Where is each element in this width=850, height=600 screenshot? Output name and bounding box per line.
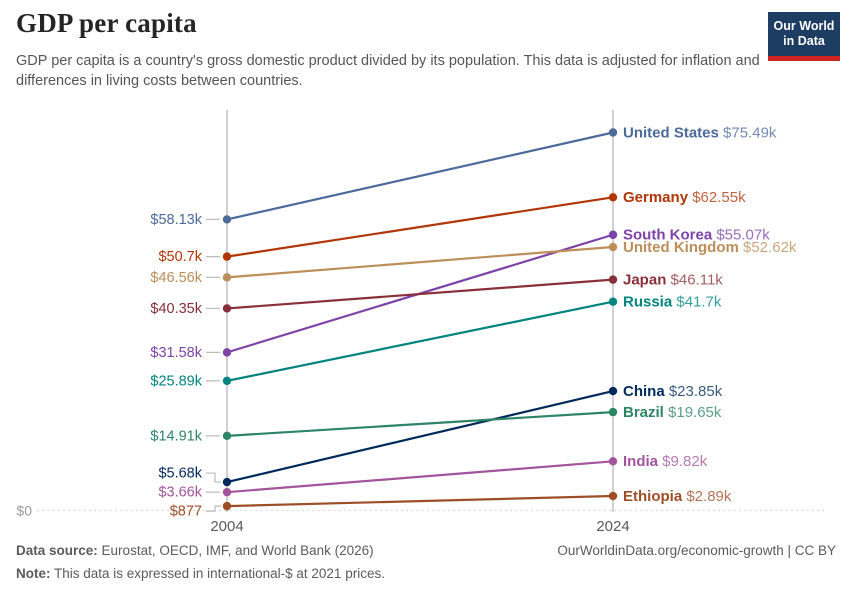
end-label-value-united-kingdom: $52.62k <box>743 239 797 256</box>
end-label-value-ethiopia: $2.89k <box>686 488 732 505</box>
footer-note-text: This data is expressed in international-… <box>54 566 385 581</box>
end-label-ethiopia[interactable]: Ethiopia $2.89k <box>623 488 732 505</box>
end-label-name-ethiopia[interactable]: Ethiopia <box>623 488 686 505</box>
x-tick-2004: 2004 <box>210 518 243 535</box>
end-label-value-germany: $62.55k <box>692 189 746 206</box>
footer-note: Note: This data is expressed in internat… <box>16 566 385 581</box>
end-dot-brazil[interactable] <box>608 407 618 417</box>
start-label-connector-ethiopia <box>206 505 221 512</box>
start-value-label-germany: $50.7k <box>158 249 202 265</box>
y-axis-zero-label: $0 <box>16 503 32 519</box>
start-dot-brazil[interactable] <box>222 431 232 441</box>
end-label-name-germany[interactable]: Germany <box>623 189 692 206</box>
end-label-russia[interactable]: Russia $41.7k <box>623 293 722 310</box>
start-value-label-ethiopia: $877 <box>170 504 202 520</box>
slope-line-germany[interactable] <box>226 196 614 258</box>
start-value-label-united-states: $58.13k <box>150 212 202 228</box>
start-dot-japan[interactable] <box>222 304 232 313</box>
end-label-germany[interactable]: Germany $62.55k <box>623 189 746 206</box>
end-label-brazil[interactable]: Brazil $19.65k <box>623 404 722 421</box>
footer-data-source-label: Data source: <box>16 543 98 558</box>
slope-line-united-kingdom[interactable] <box>226 245 614 279</box>
end-label-value-united-states: $75.49k <box>723 124 777 141</box>
end-dot-ethiopia[interactable] <box>608 491 618 501</box>
owid-logo: Our World in Data <box>768 12 840 61</box>
end-label-value-china: $23.85k <box>669 383 723 400</box>
end-label-japan[interactable]: Japan $46.11k <box>623 271 723 288</box>
end-dot-germany[interactable] <box>608 193 618 202</box>
end-label-name-china[interactable]: China <box>623 383 669 400</box>
start-dot-south-korea[interactable] <box>222 348 232 357</box>
slope-line-ethiopia[interactable] <box>226 494 614 508</box>
end-label-value-brazil: $19.65k <box>668 404 722 421</box>
start-dot-united-states[interactable] <box>222 215 232 224</box>
start-value-label-india: $3.66k <box>158 485 202 501</box>
end-dot-india[interactable] <box>608 457 618 466</box>
end-dot-south-korea[interactable] <box>608 230 618 239</box>
slope-line-china[interactable] <box>226 390 614 484</box>
start-value-label-china: $5.68k <box>158 466 202 482</box>
start-value-label-brazil: $14.91k <box>150 428 202 444</box>
start-dot-united-kingdom[interactable] <box>222 273 232 282</box>
x-tick-2024: 2024 <box>596 518 629 535</box>
end-dot-china[interactable] <box>608 386 618 396</box>
slope-line-russia[interactable] <box>226 300 614 382</box>
end-label-name-south-korea[interactable]: South Korea <box>623 227 716 244</box>
end-label-name-japan[interactable]: Japan <box>623 271 671 288</box>
page-title: GDP per capita <box>16 8 197 38</box>
chart-subtitle: GDP per capita is a country's gross dome… <box>16 53 760 89</box>
end-label-value-south-korea: $55.07k <box>716 227 770 244</box>
footer-data-source-text: Eurostat, OECD, IMF, and World Bank (202… <box>101 543 374 558</box>
owid-logo-line2: in Data <box>783 34 825 49</box>
owid-logo-line1: Our World <box>773 19 835 33</box>
end-label-south-korea[interactable]: South Korea $55.07k <box>623 227 770 244</box>
slope-line-india[interactable] <box>226 460 614 494</box>
start-value-label-south-korea: $31.58k <box>150 345 202 361</box>
start-dot-china[interactable] <box>222 477 232 487</box>
start-label-connector-china <box>206 472 221 483</box>
start-value-label-united-kingdom: $46.56k <box>150 270 202 286</box>
end-label-value-india: $9.82k <box>662 453 708 470</box>
slope-line-japan[interactable] <box>226 278 614 310</box>
end-label-name-united-kingdom[interactable]: United Kingdom <box>623 239 743 256</box>
footer-note-label: Note: <box>16 566 51 581</box>
start-dot-russia[interactable] <box>222 376 232 386</box>
end-dot-russia[interactable] <box>608 297 618 306</box>
footer-data-source: Data source: Eurostat, OECD, IMF, and Wo… <box>16 543 374 558</box>
end-dot-japan[interactable] <box>608 275 618 284</box>
end-label-name-brazil[interactable]: Brazil <box>623 404 668 421</box>
end-label-name-united-states[interactable]: United States <box>623 124 723 141</box>
end-label-united-kingdom[interactable]: United Kingdom $52.62k <box>623 239 797 256</box>
end-label-united-states[interactable]: United States $75.49k <box>623 124 777 141</box>
end-label-india[interactable]: India $9.82k <box>623 453 708 470</box>
end-dot-united-kingdom[interactable] <box>608 242 618 252</box>
start-value-label-japan: $40.35k <box>150 301 202 317</box>
end-label-value-japan: $46.11k <box>671 271 724 288</box>
end-label-value-russia: $41.7k <box>676 293 722 310</box>
start-dot-india[interactable] <box>222 487 232 497</box>
start-value-label-russia: $25.89k <box>150 373 202 389</box>
end-label-china[interactable]: China $23.85k <box>623 383 723 400</box>
end-label-name-russia[interactable]: Russia <box>623 293 676 310</box>
slope-line-brazil[interactable] <box>226 411 614 437</box>
footer-credit-link[interactable]: OurWorldinData.org/economic-growth | CC … <box>557 543 836 558</box>
slope-line-united-states[interactable] <box>226 131 614 221</box>
start-dot-germany[interactable] <box>222 252 232 261</box>
start-dot-ethiopia[interactable] <box>222 501 232 511</box>
end-label-name-india[interactable]: India <box>623 453 662 470</box>
end-dot-united-states[interactable] <box>608 128 618 137</box>
